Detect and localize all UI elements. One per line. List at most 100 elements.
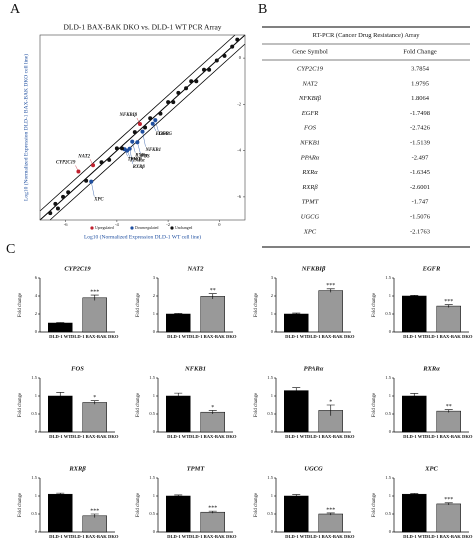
point-label: NFKBIβ	[119, 113, 138, 118]
y-tick-label: 2	[35, 311, 37, 316]
table-cell: RXRα	[301, 169, 318, 176]
y-axis-label: Fold change	[372, 392, 377, 417]
error-bar	[174, 313, 183, 315]
table-cell: -2.1763	[410, 228, 430, 235]
significance: ***	[208, 505, 217, 511]
label-leader	[129, 148, 133, 164]
x-tick-label: DLD-1 BAX-BAK DKO	[189, 534, 237, 539]
panel-label: B	[258, 2, 267, 17]
bar	[436, 305, 461, 333]
data-point	[53, 201, 58, 206]
x-tick-label: DLD-1 BAX-BAK DKO	[71, 434, 119, 439]
y-tick-label: 1.5	[385, 475, 391, 480]
y-axis-label: Fold change	[136, 292, 141, 317]
y-tick-label: 0	[271, 429, 274, 434]
data-point	[107, 157, 112, 162]
y-tick-label: -2	[237, 101, 241, 106]
y-tick-label: 0.5	[385, 311, 391, 316]
label-leader	[124, 149, 128, 157]
table-cell: -2.497	[412, 154, 430, 161]
error-bar	[90, 400, 99, 405]
y-tick-label: 1.5	[149, 475, 155, 480]
y-tick-label: 1	[389, 293, 391, 298]
bar	[284, 313, 309, 333]
x-tick-label: DLD-1 WT	[167, 334, 189, 339]
data-point	[114, 146, 119, 151]
data-point	[194, 79, 199, 84]
label-leader	[75, 165, 79, 172]
table-cell: XPC	[303, 228, 317, 235]
y-axis-label: Fold change	[18, 392, 23, 417]
chart-title: UGCG	[304, 465, 323, 472]
table-cell: NFKBIβ	[298, 95, 322, 102]
boundary-line	[49, 43, 246, 221]
point-label: TPMT	[128, 157, 142, 162]
significance: *	[93, 395, 96, 401]
legend-swatch	[130, 226, 134, 230]
bar	[200, 296, 225, 333]
point-label: NFKB1	[145, 148, 161, 153]
bar	[318, 513, 343, 533]
significance: ***	[444, 497, 453, 503]
table-cell: -2.6001	[410, 184, 430, 191]
data-point	[235, 37, 240, 42]
error-bar	[292, 494, 301, 498]
bar	[166, 313, 191, 333]
x-tick-label: DLD-1 WT	[167, 534, 189, 539]
y-tick-label: 1	[35, 393, 37, 398]
y-tick-label: 0	[239, 55, 242, 60]
bar	[402, 493, 427, 533]
column-header: Fold Change	[403, 48, 437, 55]
y-tick-label: 4	[35, 293, 38, 298]
y-axis-label: Log10 (Normalized Expression DLD-1 BAX-B…	[22, 54, 29, 201]
bar	[200, 411, 225, 433]
table-cell: 3.7854	[411, 65, 430, 72]
bar	[436, 503, 461, 533]
bar	[402, 395, 427, 433]
chart-title: RXRα	[422, 365, 440, 372]
significance: ***	[90, 508, 99, 514]
bar	[200, 511, 225, 533]
error-bar	[444, 304, 453, 308]
y-tick-label: 1	[153, 393, 155, 398]
error-bar	[326, 512, 335, 516]
label-leader	[91, 181, 95, 197]
y-tick-label: 0	[153, 429, 156, 434]
significance: ***	[326, 283, 335, 289]
y-tick-label: 0.5	[31, 411, 37, 416]
y-tick-label: 1.5	[267, 475, 273, 480]
point-label: UGCG	[158, 132, 172, 137]
diagonal	[39, 34, 246, 221]
x-tick-label: DLD-1 WT	[49, 534, 71, 539]
table-cell: NFKB1	[299, 139, 320, 146]
table-cell: -2.7426	[410, 125, 431, 132]
table-cell: -1.6345	[410, 169, 430, 176]
error-bar	[174, 494, 183, 498]
data-point	[148, 116, 153, 121]
bar	[82, 297, 107, 333]
x-tick-label: DLD-1 BAX-BAK DKO	[71, 334, 119, 339]
y-axis-label: Fold change	[18, 492, 23, 517]
y-tick-label: 0	[35, 429, 38, 434]
data-point	[84, 178, 89, 183]
x-tick-label: DLD-1 WT	[403, 434, 425, 439]
point-label: RXRα	[135, 154, 148, 159]
error-bar	[410, 393, 419, 399]
bar	[82, 515, 107, 533]
y-tick-label: 0.5	[267, 411, 273, 416]
data-point	[214, 58, 219, 63]
error-bar	[174, 392, 183, 399]
x-tick-label: 0	[218, 222, 221, 227]
error-bar	[208, 293, 217, 300]
x-tick-label: -6	[64, 222, 68, 227]
x-tick-label: DLD-1 BAX-BAK DKO	[425, 534, 473, 539]
point-label: PPARα	[130, 159, 145, 164]
y-tick-label: 1	[153, 493, 155, 498]
y-tick-label: 2	[271, 293, 273, 298]
table-cell: -1.747	[412, 199, 430, 206]
point-label: XPC	[93, 198, 104, 203]
panel-label: C	[6, 242, 15, 257]
table-cell: -1.5076	[410, 213, 431, 220]
error-bar	[326, 288, 335, 293]
x-tick-label: DLD-1 WT	[403, 334, 425, 339]
